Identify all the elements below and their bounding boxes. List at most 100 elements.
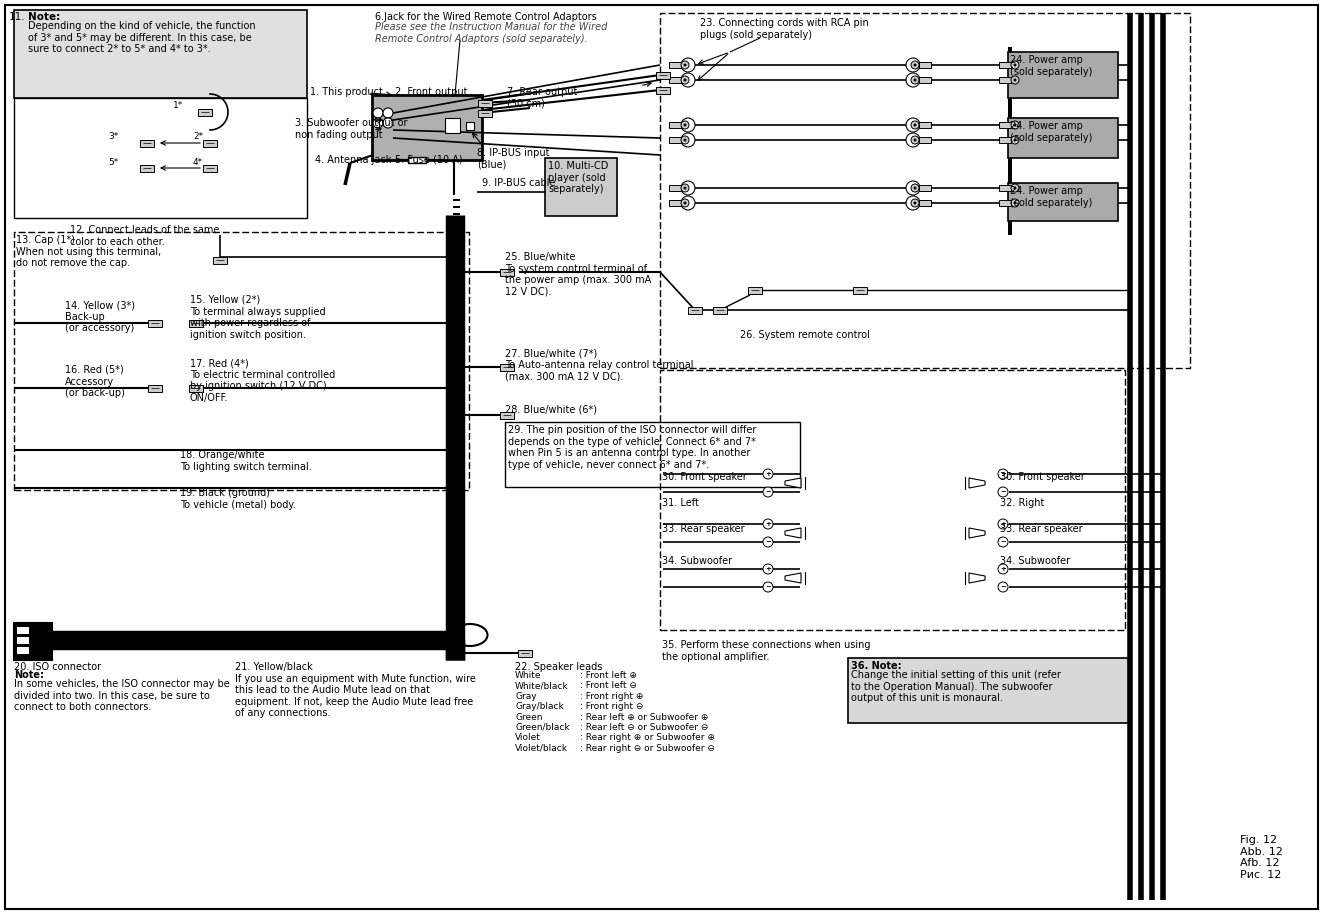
Circle shape bbox=[913, 79, 917, 81]
Bar bbox=[148, 320, 161, 327]
Text: 1*: 1* bbox=[173, 101, 184, 110]
Text: 32. Right: 32. Right bbox=[1000, 498, 1044, 508]
Text: −: − bbox=[1000, 489, 1005, 495]
Circle shape bbox=[1011, 199, 1019, 207]
Circle shape bbox=[1013, 123, 1016, 126]
Circle shape bbox=[998, 582, 1008, 592]
Text: 36. Note:: 36. Note: bbox=[851, 661, 902, 671]
Polygon shape bbox=[785, 573, 800, 583]
Bar bbox=[17, 647, 29, 654]
Text: 24. Power amp
(sold separately): 24. Power amp (sold separately) bbox=[1009, 55, 1093, 77]
Text: 23. Connecting cords with RCA pin
plugs (sold separately): 23. Connecting cords with RCA pin plugs … bbox=[700, 18, 869, 39]
Text: 2. Front output: 2. Front output bbox=[396, 87, 467, 97]
Bar bbox=[17, 637, 29, 644]
Bar bbox=[1008, 47, 1012, 112]
Text: 29. The pin position of the ISO connector will differ
depends on the type of veh: 29. The pin position of the ISO connecto… bbox=[508, 425, 757, 470]
Bar bbox=[519, 650, 532, 657]
Text: 12. Connect leads of the same
color to each other.: 12. Connect leads of the same color to e… bbox=[70, 225, 220, 247]
Circle shape bbox=[912, 199, 919, 207]
Text: Please see the Instruction Manual for the Wired
Remote Control Adaptors (sold se: Please see the Instruction Manual for th… bbox=[374, 22, 607, 44]
Text: 10. Multi-CD
player (sold
separately): 10. Multi-CD player (sold separately) bbox=[548, 161, 609, 194]
Circle shape bbox=[681, 199, 689, 207]
Bar bbox=[198, 109, 212, 116]
Text: 20. ISO connector: 20. ISO connector bbox=[15, 662, 101, 672]
Text: 15. Yellow (2*)
To terminal always supplied
with power regardless of
ignition sw: 15. Yellow (2*) To terminal always suppl… bbox=[191, 295, 325, 340]
Text: 24. Power amp
(sold separately): 24. Power amp (sold separately) bbox=[1009, 121, 1093, 143]
Text: Change the initial setting of this unit (refer
to the Operation Manual). The sub: Change the initial setting of this unit … bbox=[851, 670, 1061, 703]
Bar bbox=[202, 165, 217, 172]
Text: 24. Power amp
(sold separately): 24. Power amp (sold separately) bbox=[1009, 186, 1093, 207]
Circle shape bbox=[684, 63, 687, 67]
Circle shape bbox=[1013, 201, 1016, 205]
Circle shape bbox=[912, 76, 919, 84]
Text: +: + bbox=[765, 566, 771, 572]
Text: 34. Subwoofer: 34. Subwoofer bbox=[1000, 556, 1070, 566]
Bar bbox=[15, 98, 307, 218]
Circle shape bbox=[913, 63, 917, 67]
Text: White
White/black
Gray
Gray/black
Green
Green/black
Violet
Violet/black: White White/black Gray Gray/black Green … bbox=[515, 671, 570, 753]
Bar bbox=[189, 320, 202, 327]
Bar bbox=[17, 627, 29, 634]
Text: 19. Black (ground)
To vehicle (metal) body.: 19. Black (ground) To vehicle (metal) bo… bbox=[180, 488, 296, 510]
Text: −: − bbox=[1000, 539, 1005, 545]
Circle shape bbox=[906, 196, 919, 210]
Bar bbox=[999, 185, 1011, 191]
Bar bbox=[656, 87, 669, 94]
Circle shape bbox=[1011, 136, 1019, 144]
Circle shape bbox=[382, 108, 393, 118]
Circle shape bbox=[684, 186, 687, 189]
Bar bbox=[919, 122, 931, 128]
Bar bbox=[999, 137, 1011, 143]
Circle shape bbox=[681, 73, 695, 87]
Circle shape bbox=[1011, 121, 1019, 129]
Circle shape bbox=[681, 76, 689, 84]
Text: 26. System remote control: 26. System remote control bbox=[740, 330, 871, 340]
Circle shape bbox=[998, 564, 1008, 574]
Text: −: − bbox=[765, 584, 771, 590]
Polygon shape bbox=[785, 478, 800, 488]
Circle shape bbox=[1011, 61, 1019, 69]
Bar bbox=[999, 62, 1011, 68]
Polygon shape bbox=[968, 478, 986, 488]
Bar bbox=[500, 364, 515, 371]
Text: 27. Blue/white (7*)
To Auto-antenna relay control terminal
(max. 300 mA 12 V DC): 27. Blue/white (7*) To Auto-antenna rela… bbox=[505, 348, 693, 381]
Bar bbox=[713, 307, 728, 314]
Bar bbox=[999, 122, 1011, 128]
Bar bbox=[999, 77, 1011, 83]
Bar bbox=[747, 287, 762, 294]
Circle shape bbox=[913, 201, 917, 205]
Text: 33. Rear speaker: 33. Rear speaker bbox=[662, 524, 745, 534]
Text: 31. Left: 31. Left bbox=[662, 498, 699, 508]
Text: 4. Antenna jack: 4. Antenna jack bbox=[315, 155, 392, 165]
Text: 5. Fuse (10 A): 5. Fuse (10 A) bbox=[396, 155, 463, 165]
Circle shape bbox=[681, 118, 695, 132]
Text: 16. Red (5*)
Accessory
(or back-up): 16. Red (5*) Accessory (or back-up) bbox=[65, 365, 124, 399]
Text: Fig. 12
Abb. 12
Afb. 12
Рис. 12: Fig. 12 Abb. 12 Afb. 12 Рис. 12 bbox=[1240, 835, 1283, 880]
Text: +: + bbox=[1000, 566, 1005, 572]
Circle shape bbox=[681, 181, 695, 195]
Bar bbox=[660, 370, 1125, 630]
Bar bbox=[688, 307, 703, 314]
Circle shape bbox=[998, 469, 1008, 479]
Text: 18. Orange/white
To lighting switch terminal.: 18. Orange/white To lighting switch term… bbox=[180, 450, 312, 472]
Circle shape bbox=[684, 201, 687, 205]
Text: Note:: Note: bbox=[15, 670, 44, 680]
Bar bbox=[1008, 107, 1012, 172]
Circle shape bbox=[373, 118, 382, 128]
Circle shape bbox=[681, 121, 689, 129]
Circle shape bbox=[382, 118, 393, 128]
Text: 30. Front speaker: 30. Front speaker bbox=[1000, 472, 1085, 482]
Bar bbox=[202, 140, 217, 147]
Text: 6.Jack for the Wired Remote Control Adaptors: 6.Jack for the Wired Remote Control Adap… bbox=[374, 12, 597, 22]
Circle shape bbox=[681, 133, 695, 147]
Bar bbox=[669, 122, 681, 128]
Circle shape bbox=[681, 184, 689, 192]
Bar bbox=[660, 13, 1189, 368]
Bar bbox=[919, 185, 931, 191]
Text: 25. Blue/white
To system control terminal of
the power amp (max. 300 mA
12 V DC): 25. Blue/white To system control termina… bbox=[505, 252, 651, 297]
Circle shape bbox=[763, 582, 773, 592]
Text: 34. Subwoofer: 34. Subwoofer bbox=[662, 556, 732, 566]
Circle shape bbox=[906, 133, 919, 147]
Circle shape bbox=[681, 58, 695, 72]
Circle shape bbox=[763, 519, 773, 529]
